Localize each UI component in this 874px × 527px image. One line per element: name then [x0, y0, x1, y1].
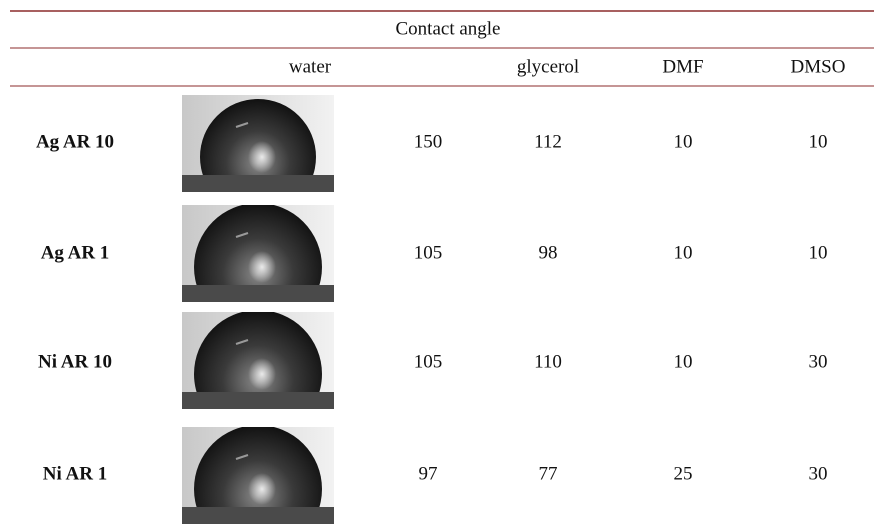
column-header: DMSO: [791, 56, 846, 77]
row-label: Ni AR 10: [38, 351, 112, 372]
cell-value: 10: [809, 242, 828, 263]
highlight: [248, 358, 276, 390]
droplet: [194, 312, 322, 392]
column-header: DMF: [662, 56, 703, 77]
cell-value: 105: [414, 242, 443, 263]
droplet-image: [182, 427, 334, 524]
cell-value: 105: [414, 351, 443, 372]
highlight: [248, 473, 276, 505]
row-label: Ni AR 1: [43, 463, 107, 484]
cell-value: 10: [674, 242, 693, 263]
substrate: [182, 285, 334, 302]
cell-value: 150: [414, 131, 443, 152]
cell-value: 10: [674, 131, 693, 152]
cell-value: 110: [534, 351, 562, 372]
droplet: [200, 99, 316, 175]
droplet: [194, 205, 322, 285]
reflection: [235, 122, 249, 128]
droplet-image: [182, 205, 334, 302]
cell-value: 30: [809, 463, 828, 484]
column-header: water: [289, 56, 332, 77]
cell-value: 112: [534, 131, 562, 152]
droplet-image: [182, 95, 334, 192]
droplet-image: [182, 312, 334, 409]
reflection: [235, 454, 249, 460]
cell-value: 97: [419, 463, 438, 484]
reflection: [235, 232, 249, 238]
header-title: Contact angle: [396, 18, 501, 39]
row-label: Ag AR 10: [36, 131, 114, 152]
droplet: [194, 427, 322, 507]
cell-value: 77: [539, 463, 558, 484]
highlight: [248, 251, 276, 283]
cell-value: 30: [809, 351, 828, 372]
reflection: [235, 339, 249, 345]
cell-value: 25: [674, 463, 693, 484]
row-label: Ag AR 1: [41, 242, 110, 263]
substrate: [182, 507, 334, 524]
substrate: [182, 175, 334, 192]
substrate: [182, 392, 334, 409]
highlight: [248, 141, 276, 173]
cell-value: 10: [809, 131, 828, 152]
cell-value: 98: [539, 242, 558, 263]
column-header: glycerol: [517, 56, 579, 77]
cell-value: 10: [674, 351, 693, 372]
